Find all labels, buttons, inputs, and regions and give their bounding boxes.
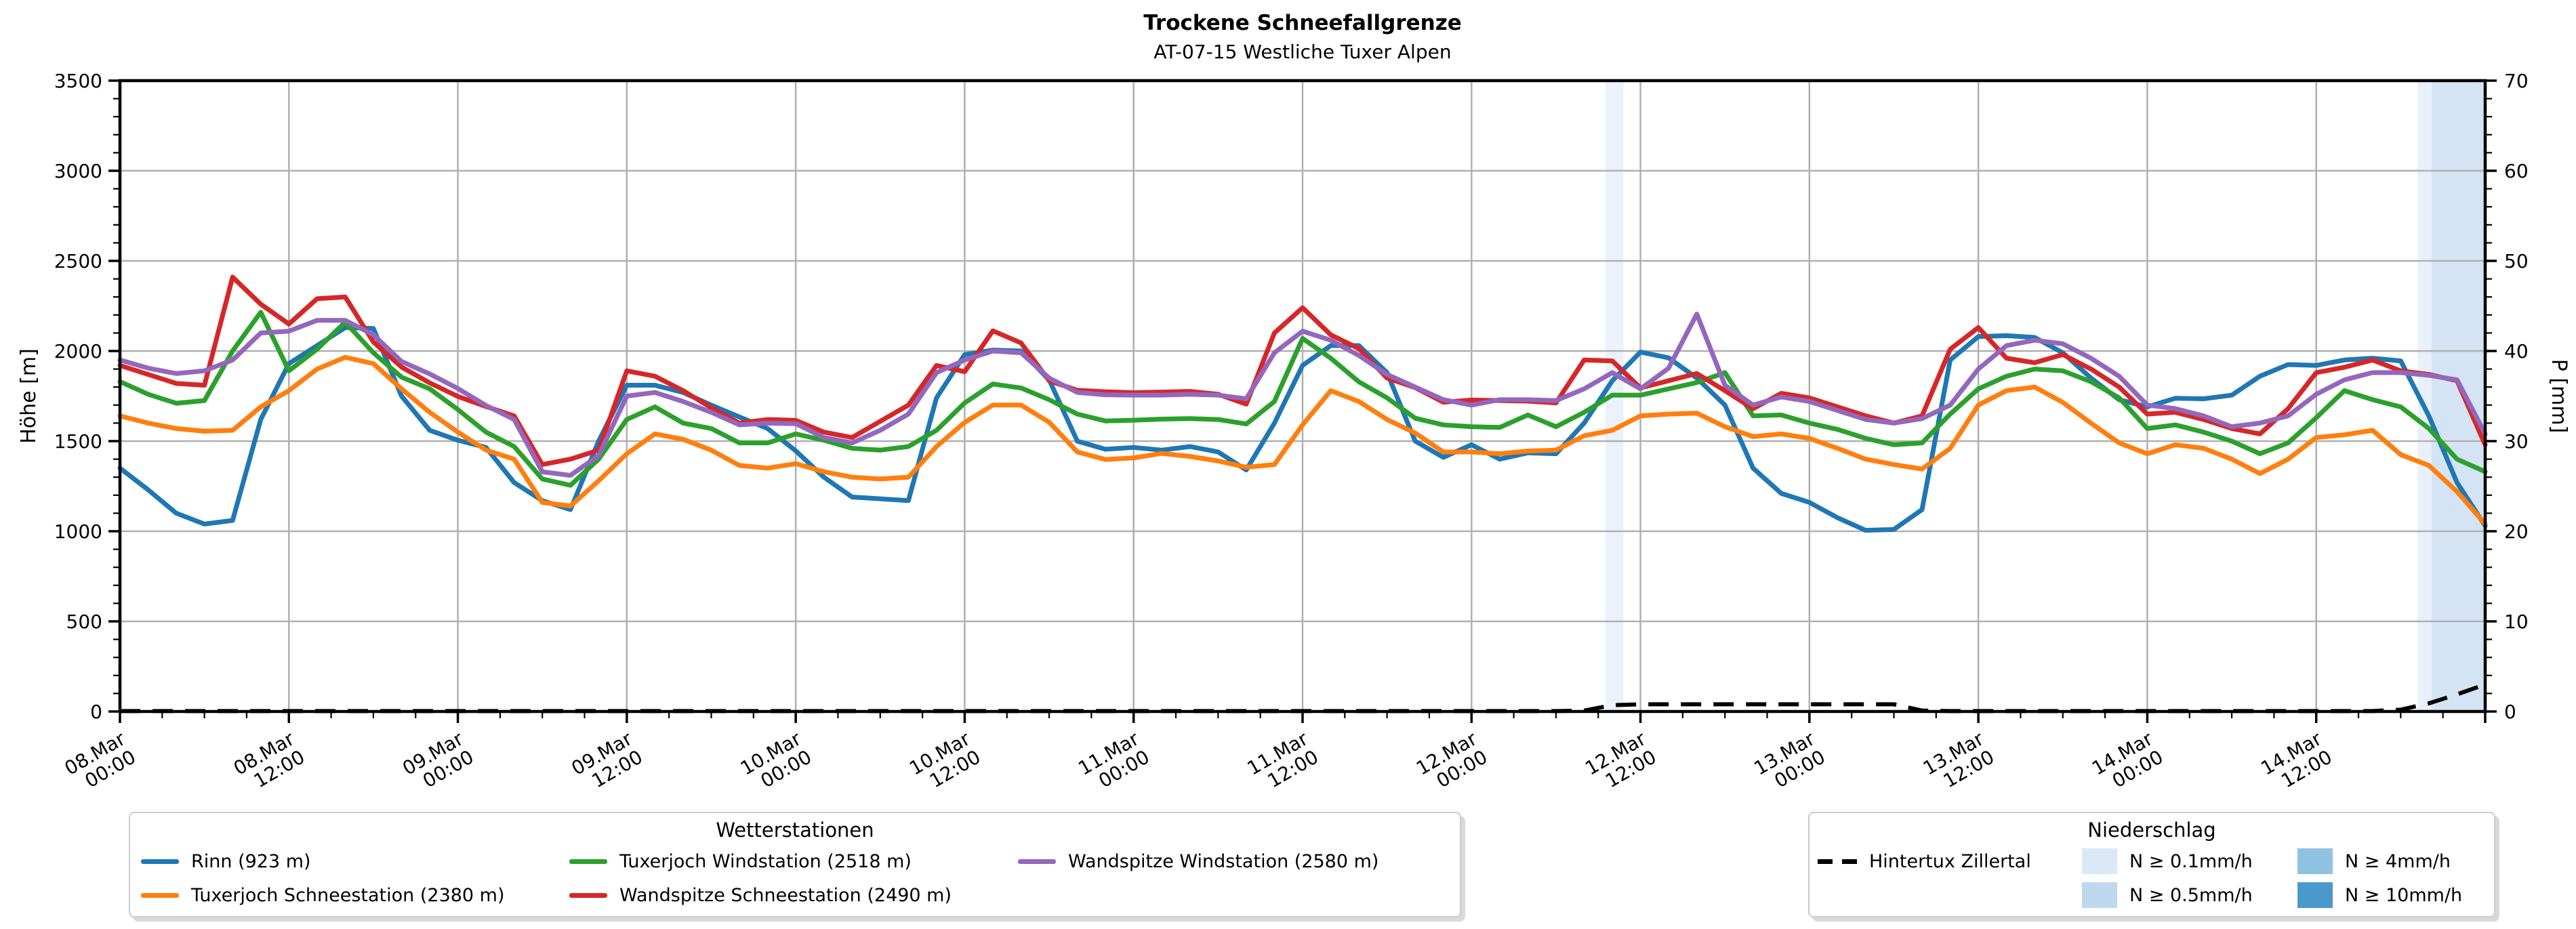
legend-stations-title: Wetterstationen: [716, 819, 874, 842]
line-swatch-icon: [141, 859, 179, 864]
legend-entry-label: Hintertux Zillertal: [1869, 850, 2031, 872]
series-line-wandspitze-windstation-2580-m: [117, 311, 2488, 478]
legend-entry-label: Wandspitze Windstation (2580 m): [1068, 850, 1379, 872]
legend-entry-label: N ≥ 0.5mm/h: [2129, 884, 2253, 906]
legend-entry-tuxerjoch-schneestation: Tuxerjoch Schneestation (2380 m): [141, 878, 569, 912]
legend-entry-label: N ≥ 0.1mm/h: [2129, 850, 2253, 872]
legend-entry-label: N ≥ 4mm/h: [2345, 850, 2451, 872]
precip-patch-icon: [2082, 882, 2117, 908]
y-left-tick-label: 2000: [54, 340, 102, 363]
x-tick-label: 10.Mar00:00: [737, 727, 816, 798]
y-right-tick-label: 10: [2504, 611, 2529, 633]
x-tick-label: 10.Mar12:00: [905, 727, 985, 798]
legend-entry-label: Rinn (923 m): [191, 850, 311, 872]
y-left-tick-label: 1500: [54, 430, 102, 453]
legend-entry-n-01: N ≥ 0.1mm/h: [2082, 844, 2297, 878]
legend-precipitation-entries: Hintertux Zillertal N ≥ 0.1mm/h N ≥ 0.5m…: [1818, 844, 2490, 912]
legend-entry-spacer: [1818, 878, 2082, 912]
y-right-tick-label: 30: [2504, 430, 2529, 453]
precip-band: [2417, 81, 2432, 711]
dashed-line-swatch-icon: [1818, 859, 1857, 864]
legend-stations: Wetterstationen Rinn (923 m) Tuxerjoch S…: [129, 812, 1461, 917]
y-left-tick-label: 3000: [54, 160, 102, 182]
legend-entry-hintertux: Hintertux Zillertal: [1818, 844, 2082, 878]
x-tick-label: 12.Mar12:00: [1581, 727, 1660, 798]
series-line-rinn-923-m: [117, 325, 2488, 533]
legend-stations-entries: Rinn (923 m) Tuxerjoch Schneestation (23…: [141, 844, 1456, 912]
x-tick-label: 08.Mar00:00: [61, 727, 140, 798]
y-right-axis-label: P [mm]: [2547, 359, 2571, 433]
legend-precipitation: Niederschlag Hintertux Zillertal N ≥ 0.1…: [1808, 812, 2495, 917]
y-left-tick-label: 500: [66, 611, 102, 633]
x-tick-label: 08.Mar12:00: [230, 727, 309, 798]
x-tick-label: 09.Mar00:00: [398, 727, 478, 798]
legend-entry-tuxerjoch-windstation: Tuxerjoch Windstation (2518 m): [569, 844, 1018, 878]
y-right-tick-label: 0: [2504, 701, 2516, 723]
series-line-tuxerjoch-schneestation-2380-m: [117, 354, 2488, 527]
legend-entry-n-05: N ≥ 0.5mm/h: [2082, 878, 2297, 912]
x-tick-label: 13.Mar12:00: [1919, 727, 1999, 798]
precip-patch-icon: [2297, 882, 2333, 908]
y-left-tick-label: 1000: [54, 520, 102, 543]
x-tick-label: 14.Mar00:00: [2088, 727, 2167, 798]
y-right-tick-label: 50: [2504, 250, 2529, 272]
legend-entry-label: Tuxerjoch Schneestation (2380 m): [191, 884, 505, 906]
legend-entry-wandspitze-schneestation: Wandspitze Schneestation (2490 m): [569, 878, 1018, 912]
y-right-tick-label: 70: [2504, 70, 2529, 92]
legend-entry-wandspitze-windstation: Wandspitze Windstation (2580 m): [1018, 844, 1456, 878]
y-right-tick-label: 20: [2504, 520, 2529, 543]
legend-entry-label: Wandspitze Schneestation (2490 m): [619, 884, 952, 906]
legend-entry-n-4: N ≥ 4mm/h: [2297, 844, 2490, 878]
x-tick-label: 11.Mar00:00: [1074, 727, 1153, 798]
x-tick-label: 12.Mar00:00: [1412, 727, 1492, 798]
x-tick-label: 09.Mar12:00: [568, 727, 647, 798]
line-swatch-icon: [141, 892, 179, 898]
legend-precipitation-title: Niederschlag: [2087, 819, 2216, 842]
precip-band: [2432, 81, 2485, 711]
precip-patch-icon: [2082, 848, 2117, 874]
series-line-wandspitze-schneestation-2490-m: [117, 274, 2488, 468]
x-tick-label: 11.Mar12:00: [1244, 727, 1323, 798]
legend-entry-rinn: Rinn (923 m): [141, 844, 569, 878]
y-left-tick-label: 0: [90, 701, 102, 723]
y-left-tick-label: 2500: [54, 250, 102, 272]
legend-entry-spacer: [1018, 878, 1456, 912]
y-right-tick-label: 40: [2504, 340, 2529, 363]
gridlines: [120, 81, 2485, 711]
legend-entry-label: N ≥ 10mm/h: [2345, 884, 2463, 906]
legend-entry-label: Tuxerjoch Windstation (2518 m): [619, 850, 912, 872]
axis-ticks: [108, 79, 2497, 723]
y-left-tick-label: 3500: [54, 70, 102, 92]
line-swatch-icon: [569, 892, 607, 898]
y-right-tick-label: 60: [2504, 160, 2529, 182]
line-swatch-icon: [569, 859, 607, 864]
line-swatch-icon: [1018, 859, 1056, 864]
page-title: Trockene Schneefallgrenze: [1143, 11, 1462, 35]
y-left-axis-label: Höhe [m]: [17, 348, 41, 444]
series-line-tuxerjoch-windstation-2518-m: [117, 310, 2488, 488]
x-tick-label: 14.Mar12:00: [2257, 727, 2336, 798]
precip-patch-icon: [2297, 848, 2333, 874]
x-tick-label: 13.Mar00:00: [1751, 727, 1830, 798]
page-subtitle: AT-07-15 Westliche Tuxer Alpen: [1153, 41, 1452, 63]
legend-entry-n-10: N ≥ 10mm/h: [2297, 878, 2490, 912]
